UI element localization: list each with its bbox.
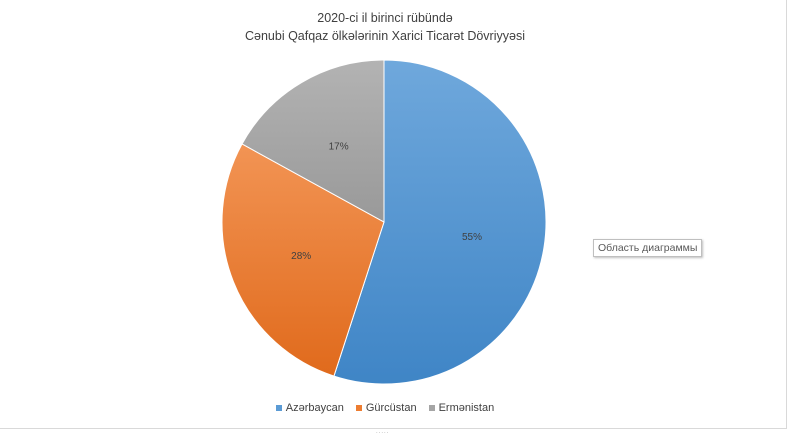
legend-item-ermenistan[interactable]: Ermənistan <box>428 402 495 414</box>
chart-title[interactable]: 2020-ci il birinci rübündə Cənubi Qafqaz… <box>0 9 770 45</box>
legend-swatch <box>355 405 362 411</box>
resize-handle[interactable]: ..... <box>376 429 390 435</box>
data-label: 17% <box>329 141 349 152</box>
data-label: 55% <box>462 232 482 243</box>
legend-label: Azərbaycan <box>285 402 344 414</box>
pie-slice-azərbaycan[interactable] <box>333 59 547 385</box>
chart-title-line-2: Cənubi Qafqaz ölkələrinin Xarici Ticarət… <box>245 29 525 43</box>
data-label: 28% <box>291 251 311 262</box>
pie-slice-ermənistan[interactable] <box>241 59 385 223</box>
legend-swatch <box>275 405 282 411</box>
pie-slice-gürcüstan[interactable] <box>221 143 385 377</box>
legend-label: Ermənistan <box>438 402 495 414</box>
legend-label: Gürcüstan <box>365 402 417 414</box>
legend-item-azerbaycan[interactable]: Azərbaycan <box>275 402 344 414</box>
chart-area-tooltip: Область диаграммы <box>593 239 703 257</box>
legend-swatch <box>428 405 435 411</box>
chart-legend[interactable]: Azərbaycan Gürcüstan Ermənistan <box>0 402 770 414</box>
legend-item-gurcustan[interactable]: Gürcüstan <box>355 402 417 414</box>
chart-title-line-1: 2020-ci il birinci rübündə <box>317 11 453 25</box>
